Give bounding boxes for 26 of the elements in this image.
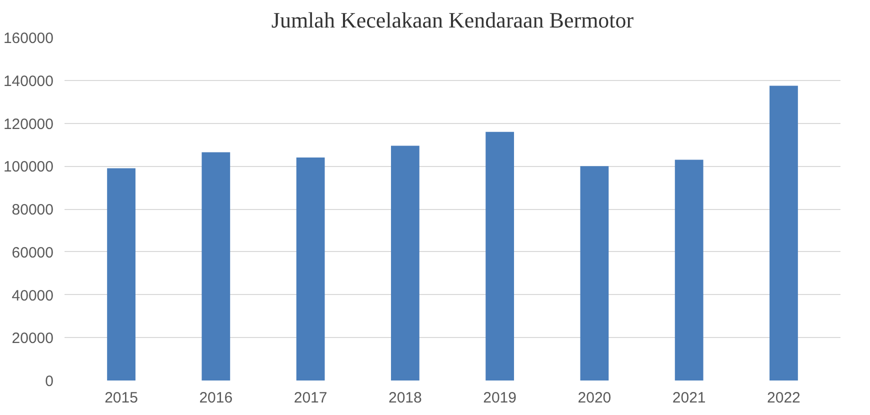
x-tick-label: 2016 [199, 390, 233, 406]
y-tick-label: 60000 [12, 244, 54, 262]
bar [580, 166, 609, 380]
y-tick-label: 40000 [12, 287, 54, 304]
bar [202, 152, 230, 380]
bar [674, 160, 704, 380]
bar [107, 168, 136, 380]
bar [296, 158, 325, 380]
bar [486, 132, 514, 380]
y-tick-label: 20000 [12, 330, 54, 348]
y-tick-label: 160000 [3, 30, 54, 47]
x-tick-label: 2015 [104, 390, 138, 406]
y-tick-label: 100000 [3, 158, 54, 176]
bar [770, 86, 798, 380]
x-tick-label: 2017 [294, 390, 328, 406]
y-tick-label: 80000 [12, 202, 54, 218]
x-tick-label: 2020 [578, 390, 612, 406]
bar [390, 146, 420, 380]
chart-title: Jumlah Kecelakaan Kendaraan Bermotor [271, 8, 634, 32]
x-tick-label: 2018 [388, 390, 422, 406]
x-tick-label: 2019 [483, 390, 517, 406]
y-tick-label: 140000 [3, 72, 54, 90]
x-tick-label: 2021 [672, 390, 706, 406]
y-tick-label: 0 [45, 373, 54, 390]
x-tick-label: 2022 [767, 390, 800, 406]
y-tick-label: 120000 [3, 116, 54, 133]
